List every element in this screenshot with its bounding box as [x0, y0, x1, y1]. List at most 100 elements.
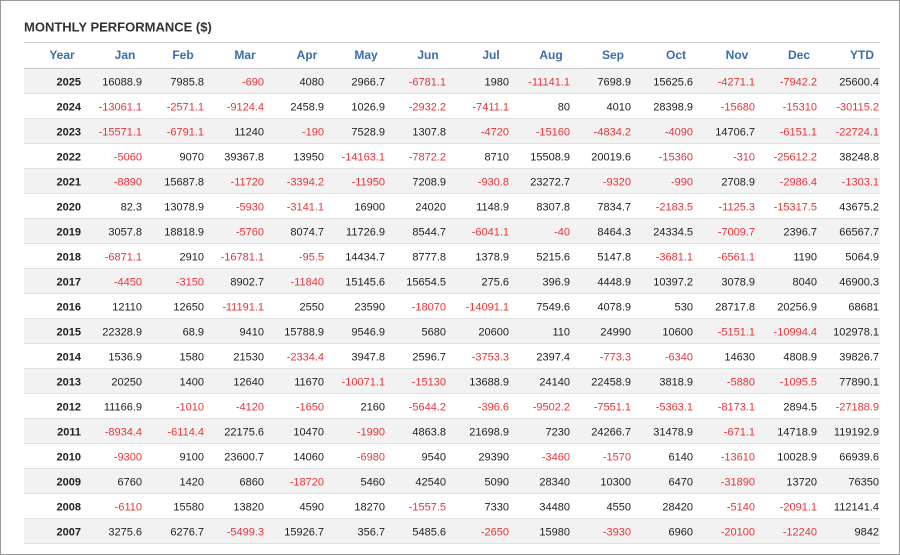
value-cell: -6781.1 [409, 76, 446, 88]
value-cell: 110 [552, 326, 570, 338]
value-cell: 39367.8 [224, 151, 264, 163]
value-cell: 16900 [354, 201, 385, 213]
value-cell: 8710 [485, 151, 509, 163]
value-cell: -396.6 [478, 401, 509, 413]
value-cell: 6860 [240, 476, 264, 488]
value-cell: 1190 [793, 251, 817, 263]
value-cell: -11840 [291, 276, 324, 288]
value-cell: 15687.8 [164, 176, 204, 188]
value-cell: -4090 [665, 126, 693, 138]
value-cell: -2932.2 [409, 101, 446, 113]
value-cell: 14060 [293, 451, 324, 463]
value-cell: 38248.8 [839, 151, 879, 163]
value-cell: 1420 [180, 476, 204, 488]
value-cell: 21698.9 [469, 426, 509, 438]
value-cell: 10300 [600, 476, 631, 488]
value-cell: -31890 [721, 476, 755, 488]
column-header: Apr [297, 48, 318, 62]
value-cell: 1980 [485, 76, 509, 88]
value-cell: 20250 [111, 376, 142, 388]
row-band [24, 269, 880, 294]
value-cell: 68.9 [183, 326, 204, 338]
value-cell: 13078.9 [164, 201, 204, 213]
value-cell: -1303.1 [842, 176, 879, 188]
value-cell: 3818.9 [659, 376, 693, 388]
value-cell: 15145.6 [345, 276, 385, 288]
value-cell: 1400 [180, 376, 204, 388]
value-cell: 77890.1 [839, 376, 879, 388]
year-cell: 2019 [57, 226, 81, 238]
value-cell: -1650 [296, 401, 324, 413]
value-cell: -7551.1 [594, 401, 631, 413]
value-cell: -7942.2 [780, 76, 817, 88]
value-cell: 24266.7 [591, 426, 631, 438]
row-band [24, 69, 880, 94]
value-cell: 22458.9 [591, 376, 631, 388]
value-cell: 8544.7 [412, 226, 446, 238]
column-header: Feb [172, 48, 193, 62]
value-cell: 5485.6 [412, 526, 446, 538]
value-cell: 7834.7 [597, 201, 631, 213]
value-cell: 20019.6 [591, 151, 631, 163]
value-cell: 6140 [669, 451, 693, 463]
value-cell: -1570 [603, 451, 631, 463]
value-cell: -15310 [783, 101, 817, 113]
value-cell: 10600 [662, 326, 693, 338]
value-cell: 4448.9 [597, 276, 631, 288]
value-cell: -13061.1 [99, 101, 142, 113]
value-cell: 76350 [848, 476, 879, 488]
value-cell: 2458.9 [290, 101, 324, 113]
value-cell: 66567.7 [839, 226, 879, 238]
value-cell: -40 [554, 226, 570, 238]
value-cell: -5060 [114, 151, 142, 163]
value-cell: -5499.3 [227, 526, 264, 538]
value-cell: 11240 [234, 126, 264, 138]
value-cell: -30115.2 [836, 101, 879, 113]
value-cell: -6561.1 [718, 251, 755, 263]
value-cell: 18270 [354, 501, 385, 513]
value-cell: 12640 [233, 376, 264, 388]
table-title: MONTHLY PERFORMANCE ($) [24, 19, 212, 34]
value-cell: 5460 [361, 476, 385, 488]
column-header: May [354, 48, 378, 62]
value-cell: 15788.9 [284, 326, 324, 338]
value-cell: 14718.9 [777, 426, 817, 438]
value-cell: -4834.2 [594, 126, 631, 138]
value-cell: 8777.8 [412, 251, 446, 263]
value-cell: 13950 [293, 151, 324, 163]
value-cell: 10397.2 [653, 276, 693, 288]
value-cell: 28717.8 [715, 301, 755, 313]
value-cell: 4010 [607, 101, 631, 113]
value-cell: -95.5 [299, 251, 324, 263]
value-cell: -5760 [236, 226, 264, 238]
value-cell: -773.3 [600, 351, 631, 363]
value-cell: -27188.9 [836, 401, 879, 413]
value-cell: -3753.3 [472, 351, 509, 363]
value-cell: -9320 [603, 176, 631, 188]
value-cell: 5680 [422, 326, 446, 338]
value-cell: 7230 [546, 426, 570, 438]
value-cell: -14163.1 [342, 151, 385, 163]
value-cell: -3930 [603, 526, 631, 538]
year-cell: 2025 [57, 76, 81, 88]
value-cell: -18720 [290, 476, 324, 488]
value-cell: -12240 [783, 526, 817, 538]
value-cell: -8890 [114, 176, 142, 188]
value-cell: 1148.9 [476, 201, 509, 213]
value-cell: 68681 [848, 301, 879, 313]
value-cell: -2986.4 [780, 176, 817, 188]
value-cell: -15130 [412, 376, 446, 388]
value-cell: 14434.7 [345, 251, 385, 263]
value-cell: 2708.9 [721, 176, 755, 188]
value-cell: 2396.7 [783, 226, 817, 238]
value-cell: -7411.1 [473, 101, 510, 113]
value-cell: -1010 [176, 401, 204, 413]
value-cell: 3078.9 [721, 276, 755, 288]
value-cell: -671.1 [724, 426, 755, 438]
value-cell: 11726.9 [346, 226, 385, 238]
value-cell: 2160 [361, 401, 385, 413]
value-cell: 43675.2 [839, 201, 879, 213]
value-cell: 4078.9 [597, 301, 631, 313]
value-cell: -8173.1 [718, 401, 755, 413]
year-cell: 2018 [57, 251, 81, 263]
